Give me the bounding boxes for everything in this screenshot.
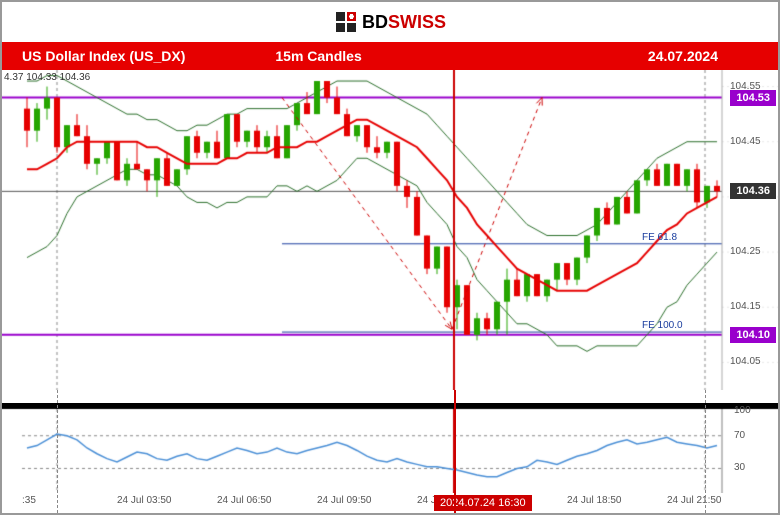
price-tick: 104.45 [730, 136, 761, 147]
vline-dashed [57, 390, 58, 513]
time-tick: :35 [22, 495, 36, 506]
price-tick: 104.25 [730, 246, 761, 257]
rsi-tick: 30 [734, 462, 745, 473]
time-tick: 24 Jul 06:50 [217, 495, 272, 506]
chart-container: BDSWISS US Dollar Index (US_DX) 15m Cand… [0, 0, 780, 515]
logo-icon [334, 10, 358, 34]
price-canvas[interactable] [2, 70, 778, 390]
price-tick: 104.15 [730, 301, 761, 312]
time-marker: 2024.07.24 16:30 [434, 495, 532, 511]
header-timeframe: 15m Candles [275, 48, 361, 64]
fib-label: FE 100.0 [642, 320, 683, 331]
rsi-tick: 70 [734, 430, 745, 441]
header-date: 24.07.2024 [648, 48, 718, 64]
logo-text: BDSWISS [362, 12, 446, 33]
chart-area[interactable]: 4.37 104.33 104.36 104.05 104.15 104.25 104.… [2, 70, 778, 513]
header-bar: US Dollar Index (US_DX) 15m Candles 24.0… [2, 42, 778, 70]
price-tag: 104.10 [730, 327, 776, 343]
fib-label: FE 61.8 [642, 232, 677, 243]
price-tag: 104.53 [730, 90, 776, 106]
panel-gap [2, 390, 778, 403]
time-tick: 24 Jul 18:50 [567, 495, 622, 506]
time-tick: 24 Jul 21:50 [667, 495, 722, 506]
rsi-tick: 100 [734, 405, 751, 416]
logo-bar: BDSWISS [2, 2, 778, 42]
header-title: US Dollar Index (US_DX) [22, 48, 185, 64]
logo-swiss: SWISS [388, 12, 446, 32]
price-tick: 104.05 [730, 356, 761, 367]
logo: BDSWISS [334, 10, 446, 34]
rsi-canvas[interactable] [2, 403, 778, 493]
time-tick: 24 Jul 03:50 [117, 495, 172, 506]
time-tick: 24 Jul 09:50 [317, 495, 372, 506]
price-tag: 104.36 [730, 183, 776, 199]
vline-red [454, 390, 456, 513]
logo-bd: BD [362, 12, 388, 32]
vline-dashed [705, 390, 706, 513]
ohlc-display: 4.37 104.33 104.36 [4, 72, 90, 83]
